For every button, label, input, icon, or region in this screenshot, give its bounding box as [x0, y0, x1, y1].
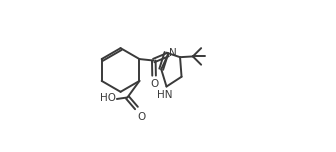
Text: HN: HN — [157, 90, 173, 100]
Text: O: O — [150, 79, 158, 89]
Text: HO: HO — [100, 93, 116, 103]
Text: O: O — [137, 112, 145, 122]
Text: N: N — [169, 48, 177, 58]
